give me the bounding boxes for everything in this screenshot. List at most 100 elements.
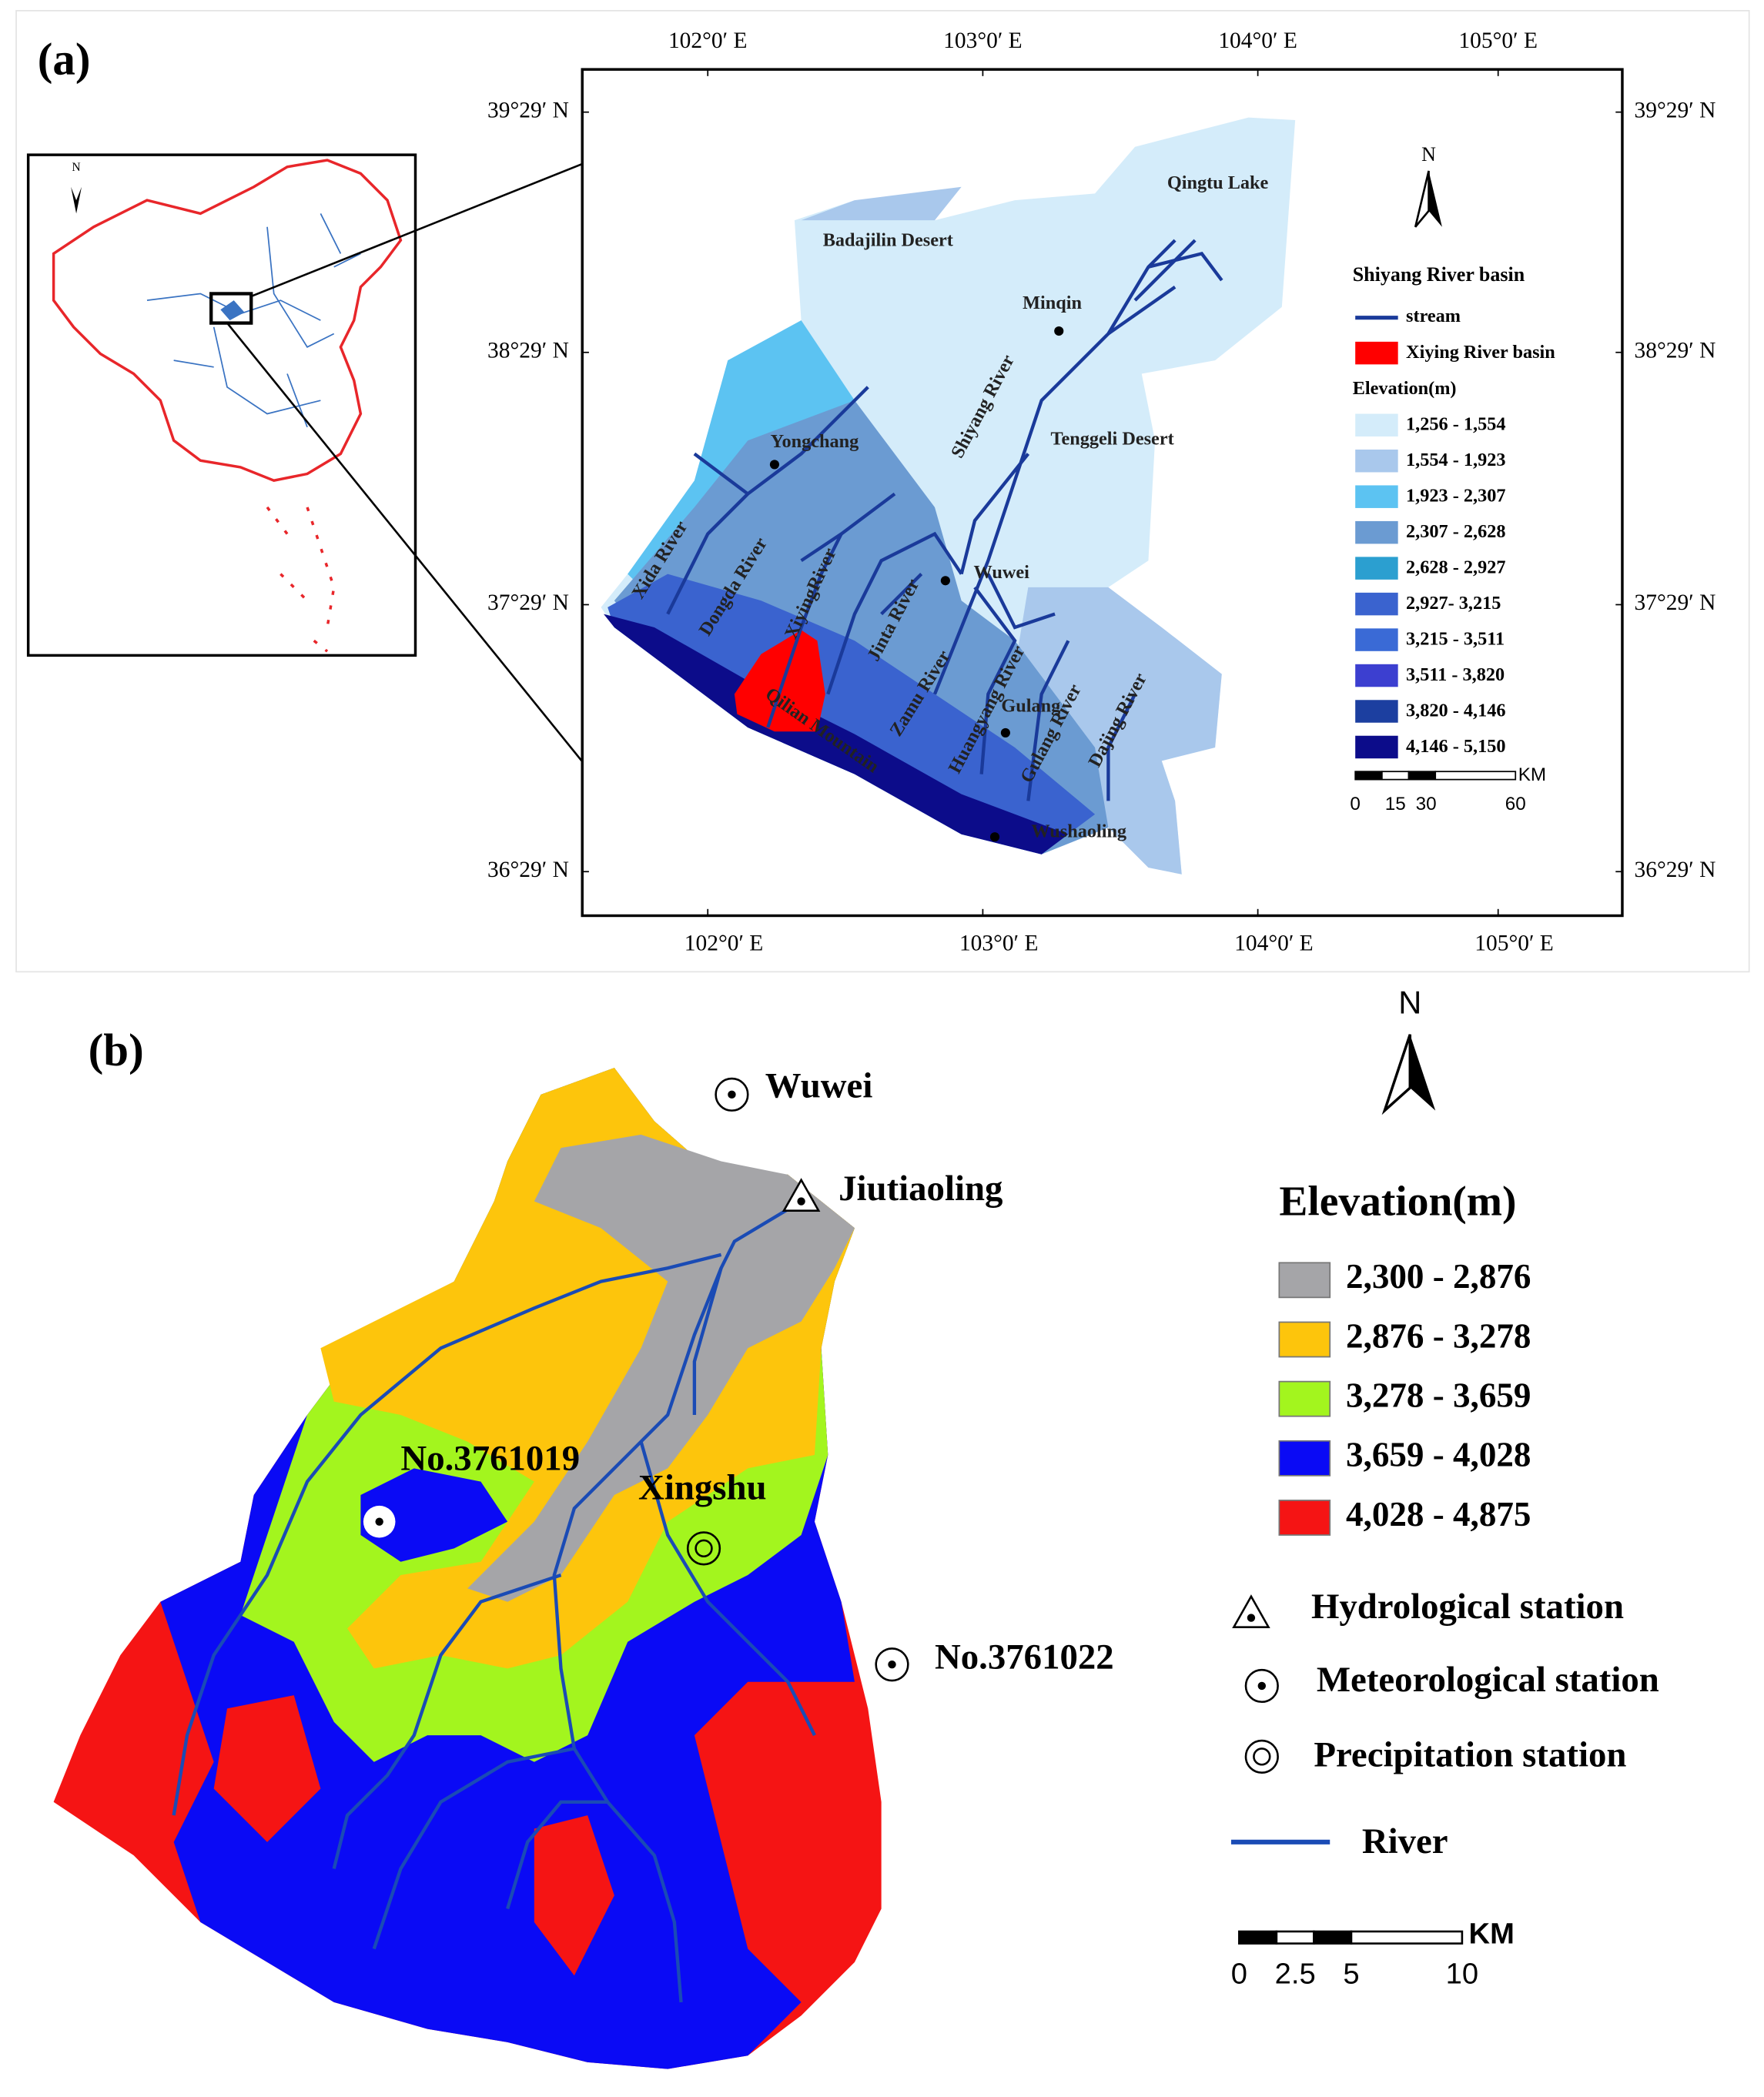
station-label: Jiutiaoling	[838, 1169, 1003, 1209]
china-outline	[52, 159, 403, 483]
place-label: Wushaoling	[1031, 821, 1126, 842]
station-label: Xingshu	[638, 1468, 767, 1508]
stream	[1133, 239, 1197, 302]
stream	[1026, 640, 1070, 801]
legend-label: 2,876 - 3,278	[1346, 1316, 1531, 1355]
legend-swatch	[1355, 520, 1398, 544]
town-dot	[1000, 727, 1010, 737]
lon-label: 103°0′ E	[943, 28, 1023, 53]
town-dot	[989, 832, 1000, 842]
place-label: Yongchang	[771, 431, 859, 452]
lon-label: 102°0′ E	[668, 28, 748, 53]
station-label: No.3761019	[400, 1438, 580, 1478]
legend-label: 2,307 - 2,628	[1406, 521, 1505, 542]
legend-label: 2,300 - 2,876	[1346, 1257, 1531, 1296]
place-label: Qingtu Lake	[1167, 172, 1269, 193]
legend-label: Precipitation station	[1314, 1734, 1626, 1774]
basin-zone	[608, 574, 1096, 855]
lon-label: 104°0′ E	[1234, 931, 1314, 955]
hydro-dot	[797, 1197, 805, 1206]
precip-symbol	[1244, 1739, 1279, 1774]
hydro-symbol	[782, 1178, 821, 1212]
inset-locator-fill	[220, 300, 245, 321]
hydro-dot	[1247, 1614, 1256, 1622]
legend-title: Elevation(m)	[1353, 378, 1457, 399]
lon-label: 102°0′ E	[685, 931, 764, 955]
scale-unit: KM	[1469, 1917, 1515, 1950]
precip-symbol	[1253, 1748, 1271, 1766]
legend-swatch	[1355, 557, 1398, 580]
lon-label: 105°0′ E	[1458, 28, 1538, 53]
river	[639, 1441, 816, 1737]
panel-frame	[15, 10, 1750, 973]
legend-swatch	[1355, 485, 1398, 508]
lat-label: 37°29′ N	[487, 590, 569, 615]
station-label: No.3761022	[935, 1637, 1114, 1677]
legend-swatch	[1355, 449, 1398, 473]
scale-bar	[1350, 1930, 1464, 1945]
legend-label: 1,554 - 1,923	[1406, 450, 1505, 470]
scale-bar	[1381, 771, 1410, 781]
stream	[959, 453, 1030, 575]
legend-swatch	[1355, 592, 1398, 616]
inset-north-label: N	[72, 161, 80, 174]
lat-label: 36°29′ N	[487, 858, 569, 882]
subbasin	[734, 630, 825, 732]
inset-north	[71, 186, 82, 214]
hydro-symbol	[1232, 1594, 1270, 1628]
legend-label: Hydrological station	[1311, 1587, 1624, 1627]
lat-label: 38°29′ N	[487, 339, 569, 363]
scale-bar	[1275, 1930, 1315, 1945]
legend-swatch	[1355, 700, 1398, 723]
zone-gray	[467, 1134, 855, 1602]
scale-label: 60	[1505, 794, 1526, 814]
lat-label: 38°29′ N	[1635, 339, 1716, 363]
north-label: N	[1421, 143, 1436, 166]
stream	[880, 573, 923, 616]
legend-label: Meteorological station	[1317, 1660, 1659, 1700]
stream	[973, 586, 1017, 774]
legend-swatch	[1355, 628, 1398, 651]
stream	[932, 239, 1177, 695]
legend-label: 2,927- 3,215	[1406, 593, 1501, 614]
place-label: Tenggeli Desert	[1051, 429, 1174, 450]
scale-label: 10	[1446, 1957, 1478, 1990]
legend-label: 4,028 - 4,875	[1346, 1495, 1531, 1533]
stream	[766, 533, 843, 728]
china-islands	[266, 506, 336, 653]
legend-title: Elevation(m)	[1279, 1178, 1516, 1225]
leader-line	[250, 162, 586, 298]
inset-locator	[209, 292, 253, 325]
zone-blue-patch	[360, 1468, 508, 1562]
legend-title: Shiyang River basin	[1353, 263, 1525, 286]
town-dot	[940, 576, 950, 586]
lat-label: 37°29′ N	[1635, 590, 1716, 615]
place-label: Wuwei	[974, 562, 1030, 583]
panel-label: (b)	[89, 1024, 144, 1075]
legend-label: 3,820 - 4,146	[1406, 700, 1505, 721]
scale-bar	[1408, 771, 1437, 781]
legend-swatch	[1278, 1321, 1331, 1358]
legend-label: River	[1362, 1821, 1448, 1861]
lon-label: 103°0′ E	[959, 931, 1039, 955]
legend-swatch	[1278, 1440, 1331, 1477]
scale-bar	[1354, 771, 1383, 781]
river	[692, 1267, 723, 1415]
legend-label: stream	[1406, 306, 1461, 326]
inset-frame	[26, 153, 417, 657]
scale-label: 0	[1231, 1957, 1247, 1990]
leader-line	[226, 322, 586, 766]
scale-label: 30	[1416, 794, 1437, 814]
stream	[693, 452, 749, 496]
lon-label: 104°0′ E	[1218, 28, 1297, 53]
zone-red-patch	[534, 1815, 614, 1976]
place-label: Gulang	[1001, 696, 1060, 717]
stream	[1106, 693, 1137, 801]
legend-swatch	[1278, 1380, 1331, 1417]
stream	[800, 492, 896, 563]
legend-label: 1,923 - 2,307	[1406, 486, 1505, 507]
legend-swatch	[1355, 735, 1398, 759]
legend-swatch	[1355, 341, 1398, 365]
scale-bar	[1238, 1930, 1278, 1945]
